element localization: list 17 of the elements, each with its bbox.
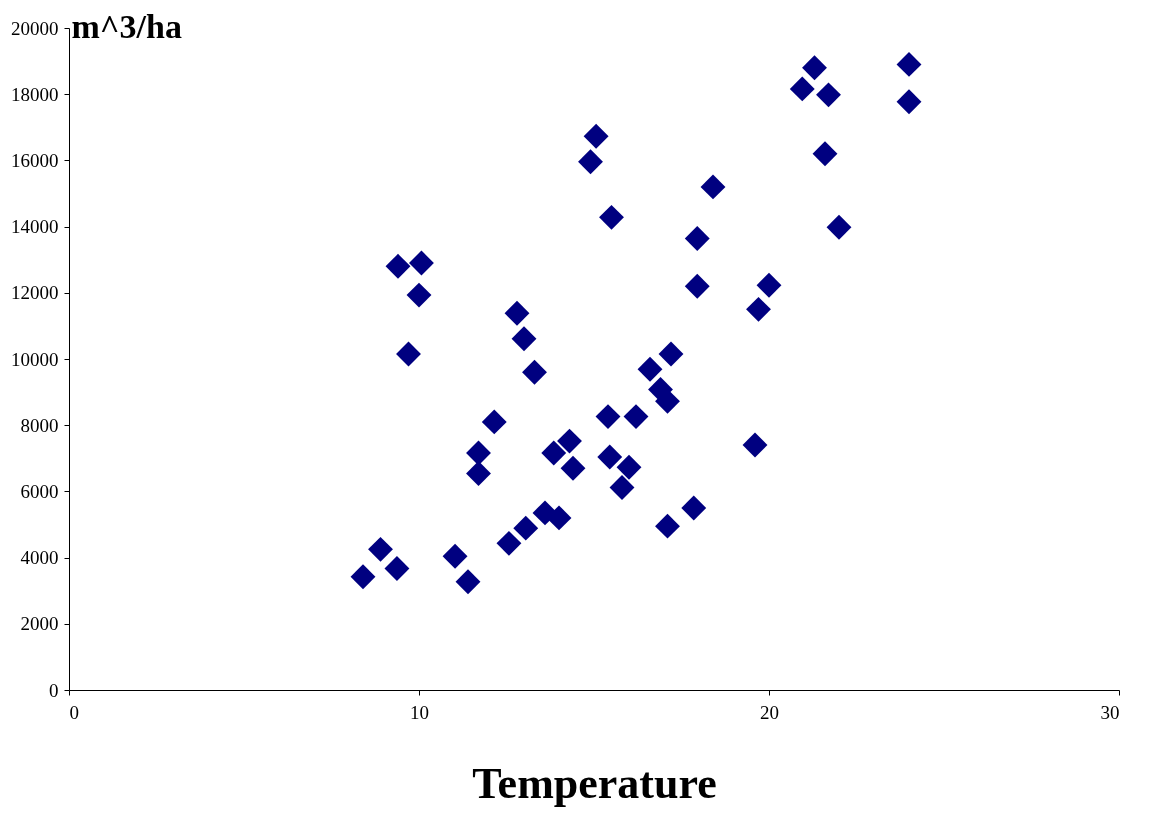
x-tick-label: 10 bbox=[410, 701, 429, 723]
y-tick-label: 2000 bbox=[20, 613, 59, 635]
x-axis-title: Temperature bbox=[472, 758, 717, 808]
x-tick-label: 0 bbox=[69, 701, 79, 723]
y-tick-label: 6000 bbox=[20, 480, 59, 502]
y-tick-label: 14000 bbox=[11, 216, 59, 238]
y-tick-label: 20000 bbox=[11, 17, 59, 39]
y-tick-label: 0 bbox=[49, 679, 59, 701]
x-tick-label: 20 bbox=[760, 701, 779, 723]
x-tick-label: 30 bbox=[1100, 701, 1120, 723]
y-tick-label: 16000 bbox=[11, 149, 59, 171]
y-tick-label: 12000 bbox=[11, 282, 59, 304]
y-axis-title: m^3/ha bbox=[71, 7, 182, 45]
y-tick-label: 4000 bbox=[20, 547, 59, 569]
y-tick-label: 10000 bbox=[11, 348, 59, 370]
y-tick-label: 8000 bbox=[20, 414, 59, 436]
y-tick-label: 18000 bbox=[11, 83, 59, 105]
